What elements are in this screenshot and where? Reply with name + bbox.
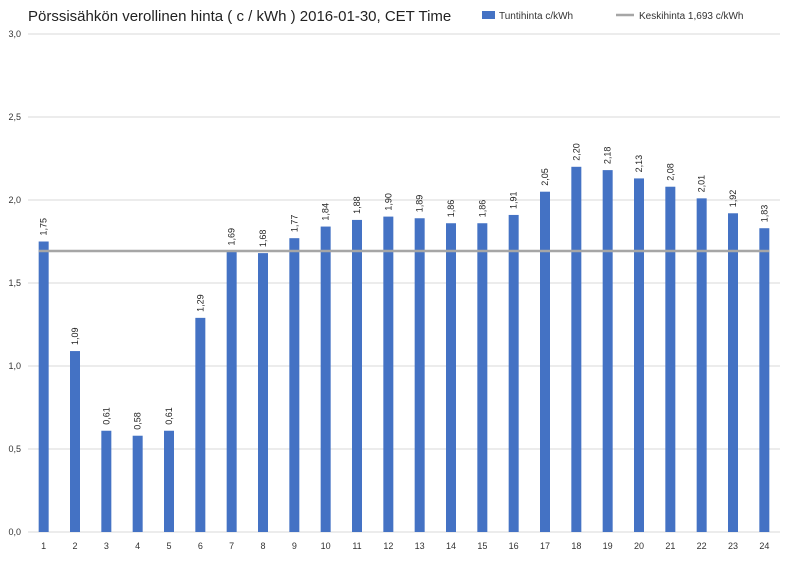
- data-label: 2,13: [634, 155, 644, 173]
- data-label: 1,86: [477, 200, 487, 218]
- x-tick-label: 14: [446, 541, 456, 551]
- x-tick-label: 13: [415, 541, 425, 551]
- data-label: 2,18: [603, 147, 613, 165]
- x-tick-label: 6: [198, 541, 203, 551]
- data-label: 2,20: [571, 143, 581, 161]
- bar-7: [226, 251, 237, 532]
- x-tick-label: 19: [603, 541, 613, 551]
- y-tick-label: 3,0: [8, 29, 21, 39]
- data-label: 1,68: [258, 230, 268, 248]
- y-tick-label: 1,0: [8, 361, 21, 371]
- bar-12: [383, 216, 394, 532]
- y-axis: 0,0 0,5 1,0 1,5 2,0 2,5 3,0: [8, 29, 21, 537]
- data-label: 1,09: [70, 328, 80, 346]
- legend-average-label: Keskihinta 1,693 c/kWh: [639, 11, 744, 22]
- data-labels: 1,75 1,09 0,61 0,58 0,61 1,29 1,69 1,68 1,77 1,84…: [39, 143, 770, 429]
- legend-bar-swatch: [482, 11, 495, 19]
- bar-16: [508, 214, 519, 532]
- bars: [38, 166, 770, 533]
- bar-9: [289, 238, 300, 532]
- bar-11: [352, 219, 362, 533]
- bar-15: [477, 223, 488, 533]
- data-label: 1,84: [321, 203, 331, 221]
- x-tick-label: 22: [697, 541, 707, 551]
- bar-6: [195, 317, 206, 532]
- x-tick-label: 7: [229, 541, 234, 551]
- x-tick-label: 3: [104, 541, 109, 551]
- x-tick-label: 15: [477, 541, 487, 551]
- data-label: 2,08: [665, 163, 675, 181]
- y-tick-label: 0,0: [8, 527, 21, 537]
- data-label: 1,69: [227, 228, 237, 246]
- y-tick-label: 2,0: [8, 195, 21, 205]
- x-tick-label: 18: [571, 541, 581, 551]
- y-tick-label: 0,5: [8, 444, 21, 454]
- data-label: 1,88: [352, 196, 362, 214]
- y-tick-label: 2,5: [8, 112, 21, 122]
- x-tick-label: 11: [352, 541, 361, 551]
- bar-21: [665, 186, 676, 532]
- chart-title: Pörssisähkön verollinen hinta ( c / kWh …: [28, 8, 451, 25]
- x-tick-label: 4: [135, 541, 140, 551]
- bar-18: [571, 166, 582, 533]
- x-tick-label: 12: [383, 541, 393, 551]
- data-label: 1,29: [195, 294, 205, 312]
- bar-2: [70, 351, 80, 532]
- x-axis: 1 2 3 4 5 6 7 8 9 10 11 12 13 14 15 16 17 18 19 20 21 22 23 24: [41, 541, 769, 551]
- bar-1: [38, 241, 49, 532]
- x-tick-label: 5: [166, 541, 171, 551]
- data-label: 1,75: [39, 218, 49, 236]
- bar-10: [320, 226, 331, 532]
- bar-3: [101, 430, 112, 532]
- data-label: 2,05: [540, 168, 550, 186]
- x-tick-label: 2: [72, 541, 77, 551]
- data-label: 1,89: [415, 195, 425, 213]
- bar-23: [728, 213, 738, 532]
- x-tick-label: 16: [509, 541, 519, 551]
- x-tick-label: 21: [665, 541, 675, 551]
- y-tick-label: 1,5: [8, 278, 21, 288]
- bar-4: [132, 435, 143, 532]
- data-label: 1,86: [446, 200, 456, 218]
- bar-20: [634, 178, 644, 533]
- legend-bar-label: Tuntihinta c/kWh: [499, 11, 573, 22]
- bar-24: [759, 228, 770, 532]
- x-tick-label: 9: [292, 541, 297, 551]
- data-label: 2,01: [697, 175, 707, 193]
- x-tick-label: 10: [321, 541, 331, 551]
- x-tick-label: 17: [540, 541, 550, 551]
- gridlines: [28, 33, 780, 533]
- data-label: 1,83: [759, 205, 769, 223]
- data-label: 1,77: [289, 215, 299, 233]
- x-tick-label: 24: [759, 541, 769, 551]
- bar-13: [414, 218, 425, 532]
- bar-22: [696, 198, 707, 532]
- bar-19: [602, 170, 613, 532]
- x-tick-label: 8: [260, 541, 265, 551]
- legend: Tuntihinta c/kWh Keskihinta 1,693 c/kWh: [482, 11, 744, 22]
- bar-8: [258, 253, 268, 532]
- data-label: 0,58: [133, 412, 143, 430]
- bar-17: [540, 191, 550, 532]
- data-label: 1,90: [383, 193, 393, 211]
- data-label: 0,61: [164, 407, 174, 425]
- bar-5: [164, 430, 174, 532]
- data-label: 0,61: [101, 407, 111, 425]
- bar-14: [446, 223, 456, 533]
- x-tick-label: 20: [634, 541, 644, 551]
- x-tick-label: 23: [728, 541, 738, 551]
- data-label: 1,92: [728, 190, 738, 208]
- x-tick-label: 1: [41, 541, 46, 551]
- data-label: 1,91: [509, 191, 519, 209]
